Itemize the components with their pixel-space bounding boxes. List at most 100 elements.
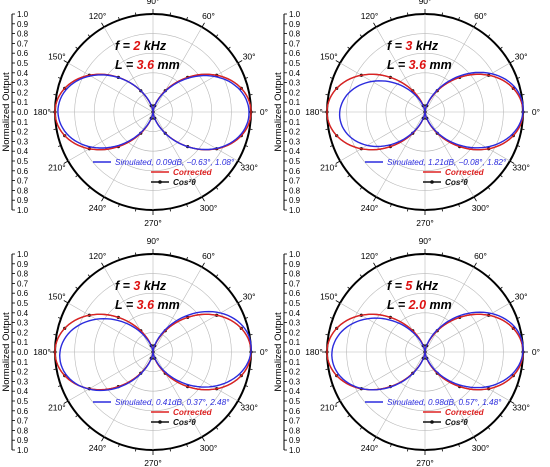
annotation-L-unit: mm [426, 298, 452, 312]
polar-tick-mark [186, 203, 188, 208]
polar-tick-mark [244, 145, 249, 147]
annotation-f-unit: kHz [140, 39, 166, 53]
radial-tick-label: 0.7 [289, 177, 301, 186]
polar-tick-mark [335, 300, 341, 304]
radial-tick-label: 0.9 [17, 260, 29, 269]
radial-tick-label: 0.8 [17, 270, 29, 279]
polar-tick-mark [63, 400, 69, 404]
radial-tick-label: 0.4 [17, 147, 29, 156]
radial-tick-label: 1.0 [289, 10, 301, 19]
polar-tick-mark [407, 448, 409, 452]
radial-tick-label: 0.7 [289, 279, 301, 288]
angle-tick-label: 90° [147, 236, 160, 246]
radial-tick-label: 0.4 [17, 387, 29, 396]
polar-chart-4: 0° 30° 60° 90° 120° 150° 180° 210° 240° 270° 300° 3… [273, 236, 540, 467]
angle-tick-label: 300° [200, 443, 218, 453]
annotation-f-value: 2 [132, 39, 140, 53]
angle-tick-label: 60° [202, 251, 215, 261]
polar-tick-mark [215, 274, 219, 278]
polar-tick-mark [499, 414, 503, 418]
polar-tick-mark [325, 334, 329, 336]
radial-tick-label: 0.1 [289, 358, 301, 367]
polar-tick-mark [325, 94, 329, 96]
angle-tick-label: 0° [532, 107, 540, 117]
radial-tick-label: 0.6 [289, 407, 301, 416]
series-line-0 [338, 71, 524, 149]
polar-tick-mark [135, 448, 137, 452]
polar-tick-mark [169, 208, 171, 212]
polar-tick-mark [390, 443, 392, 448]
radial-tick-label: 0.2 [17, 368, 29, 377]
annotation-frequency: f = 3 kHz [115, 279, 167, 293]
angle-tick-label: 240° [89, 443, 107, 453]
radial-tick-label: 0.6 [17, 167, 29, 176]
radial-tick-label: 0.6 [289, 289, 301, 298]
angle-tick-label: 270° [144, 458, 162, 467]
angle-tick-label: 180° [33, 107, 51, 117]
polar-tick-mark [509, 160, 515, 164]
polar-tick-mark [215, 426, 219, 430]
radial-tick-label: 0.9 [289, 260, 301, 269]
angle-tick-label: 30° [515, 52, 528, 62]
polar-tick-mark [215, 34, 219, 38]
radial-tick-label: 0.5 [17, 59, 29, 68]
polar-tick-mark [373, 262, 377, 268]
legend-marker [430, 180, 434, 184]
angle-tick-label: 270° [416, 218, 434, 228]
polar-tick-mark [186, 256, 188, 261]
legend-label: Simulated, 0.09dB, −0.63°, 1.08° [115, 158, 235, 167]
polar-tick-mark [329, 77, 334, 79]
polar-tick-mark [441, 448, 443, 452]
radial-tick-label: 1.0 [17, 446, 29, 455]
polar-tick-mark [57, 77, 62, 79]
polar-tick-mark [325, 128, 329, 130]
radial-tick-label: 1.0 [17, 250, 29, 259]
radial-tick-label: 0.6 [17, 289, 29, 298]
radial-tick-label: 0.8 [17, 186, 29, 195]
radial-tick-label: 0.8 [17, 426, 29, 435]
polar-tick-mark [458, 203, 460, 208]
radial-tick-label: 0.4 [289, 147, 301, 156]
radial-tick-label: 1.0 [289, 250, 301, 259]
radial-tick-label: 0.0 [17, 108, 29, 117]
polar-tick-mark [458, 16, 460, 21]
radial-tick-label: 1.0 [289, 446, 301, 455]
radial-tick-label: 0.1 [289, 118, 301, 127]
angle-tick-label: 330° [240, 403, 258, 413]
polar-tick-mark [516, 385, 521, 387]
polar-tick-mark [244, 77, 249, 79]
polar-tick-mark [135, 208, 137, 212]
annotation-L-unit: mm [154, 58, 180, 72]
polar-tick-mark [237, 60, 243, 64]
angle-tick-label: 330° [512, 163, 530, 173]
legend-label: Corrected [445, 408, 485, 417]
annotation-L-prefix: L = [115, 298, 137, 312]
y-axis-label: Normalized Output [273, 312, 284, 392]
annotation-L-prefix: L = [115, 58, 137, 72]
polar-tick-mark [101, 196, 105, 202]
polar-tick-mark [347, 414, 351, 418]
polar-tick-mark [521, 128, 525, 130]
polar-tick-mark [335, 400, 341, 404]
angle-tick-label: 60° [474, 251, 487, 261]
radial-tick-label: 0.6 [289, 167, 301, 176]
angle-tick-label: 90° [419, 0, 432, 6]
angle-tick-label: 150° [320, 292, 338, 302]
radial-tick-label: 0.5 [289, 397, 301, 406]
polar-tick-mark [169, 448, 171, 452]
polar-tick-mark [390, 203, 392, 208]
radial-tick-label: 0.8 [289, 30, 301, 39]
annotation-f-value: 3 [405, 39, 412, 53]
polar-tick-mark [373, 436, 377, 442]
angle-tick-label: 210° [48, 163, 66, 173]
y-axis-label: Normalized Output [1, 72, 12, 152]
polar-tick-mark [201, 436, 205, 442]
polar-tick-mark [215, 186, 219, 190]
polar-tick-mark [335, 60, 341, 64]
polar-tick-mark [63, 60, 69, 64]
polar-tick-mark [458, 256, 460, 261]
radial-tick-label: 0.2 [289, 328, 301, 337]
radial-tick-label: 1.0 [289, 206, 301, 215]
